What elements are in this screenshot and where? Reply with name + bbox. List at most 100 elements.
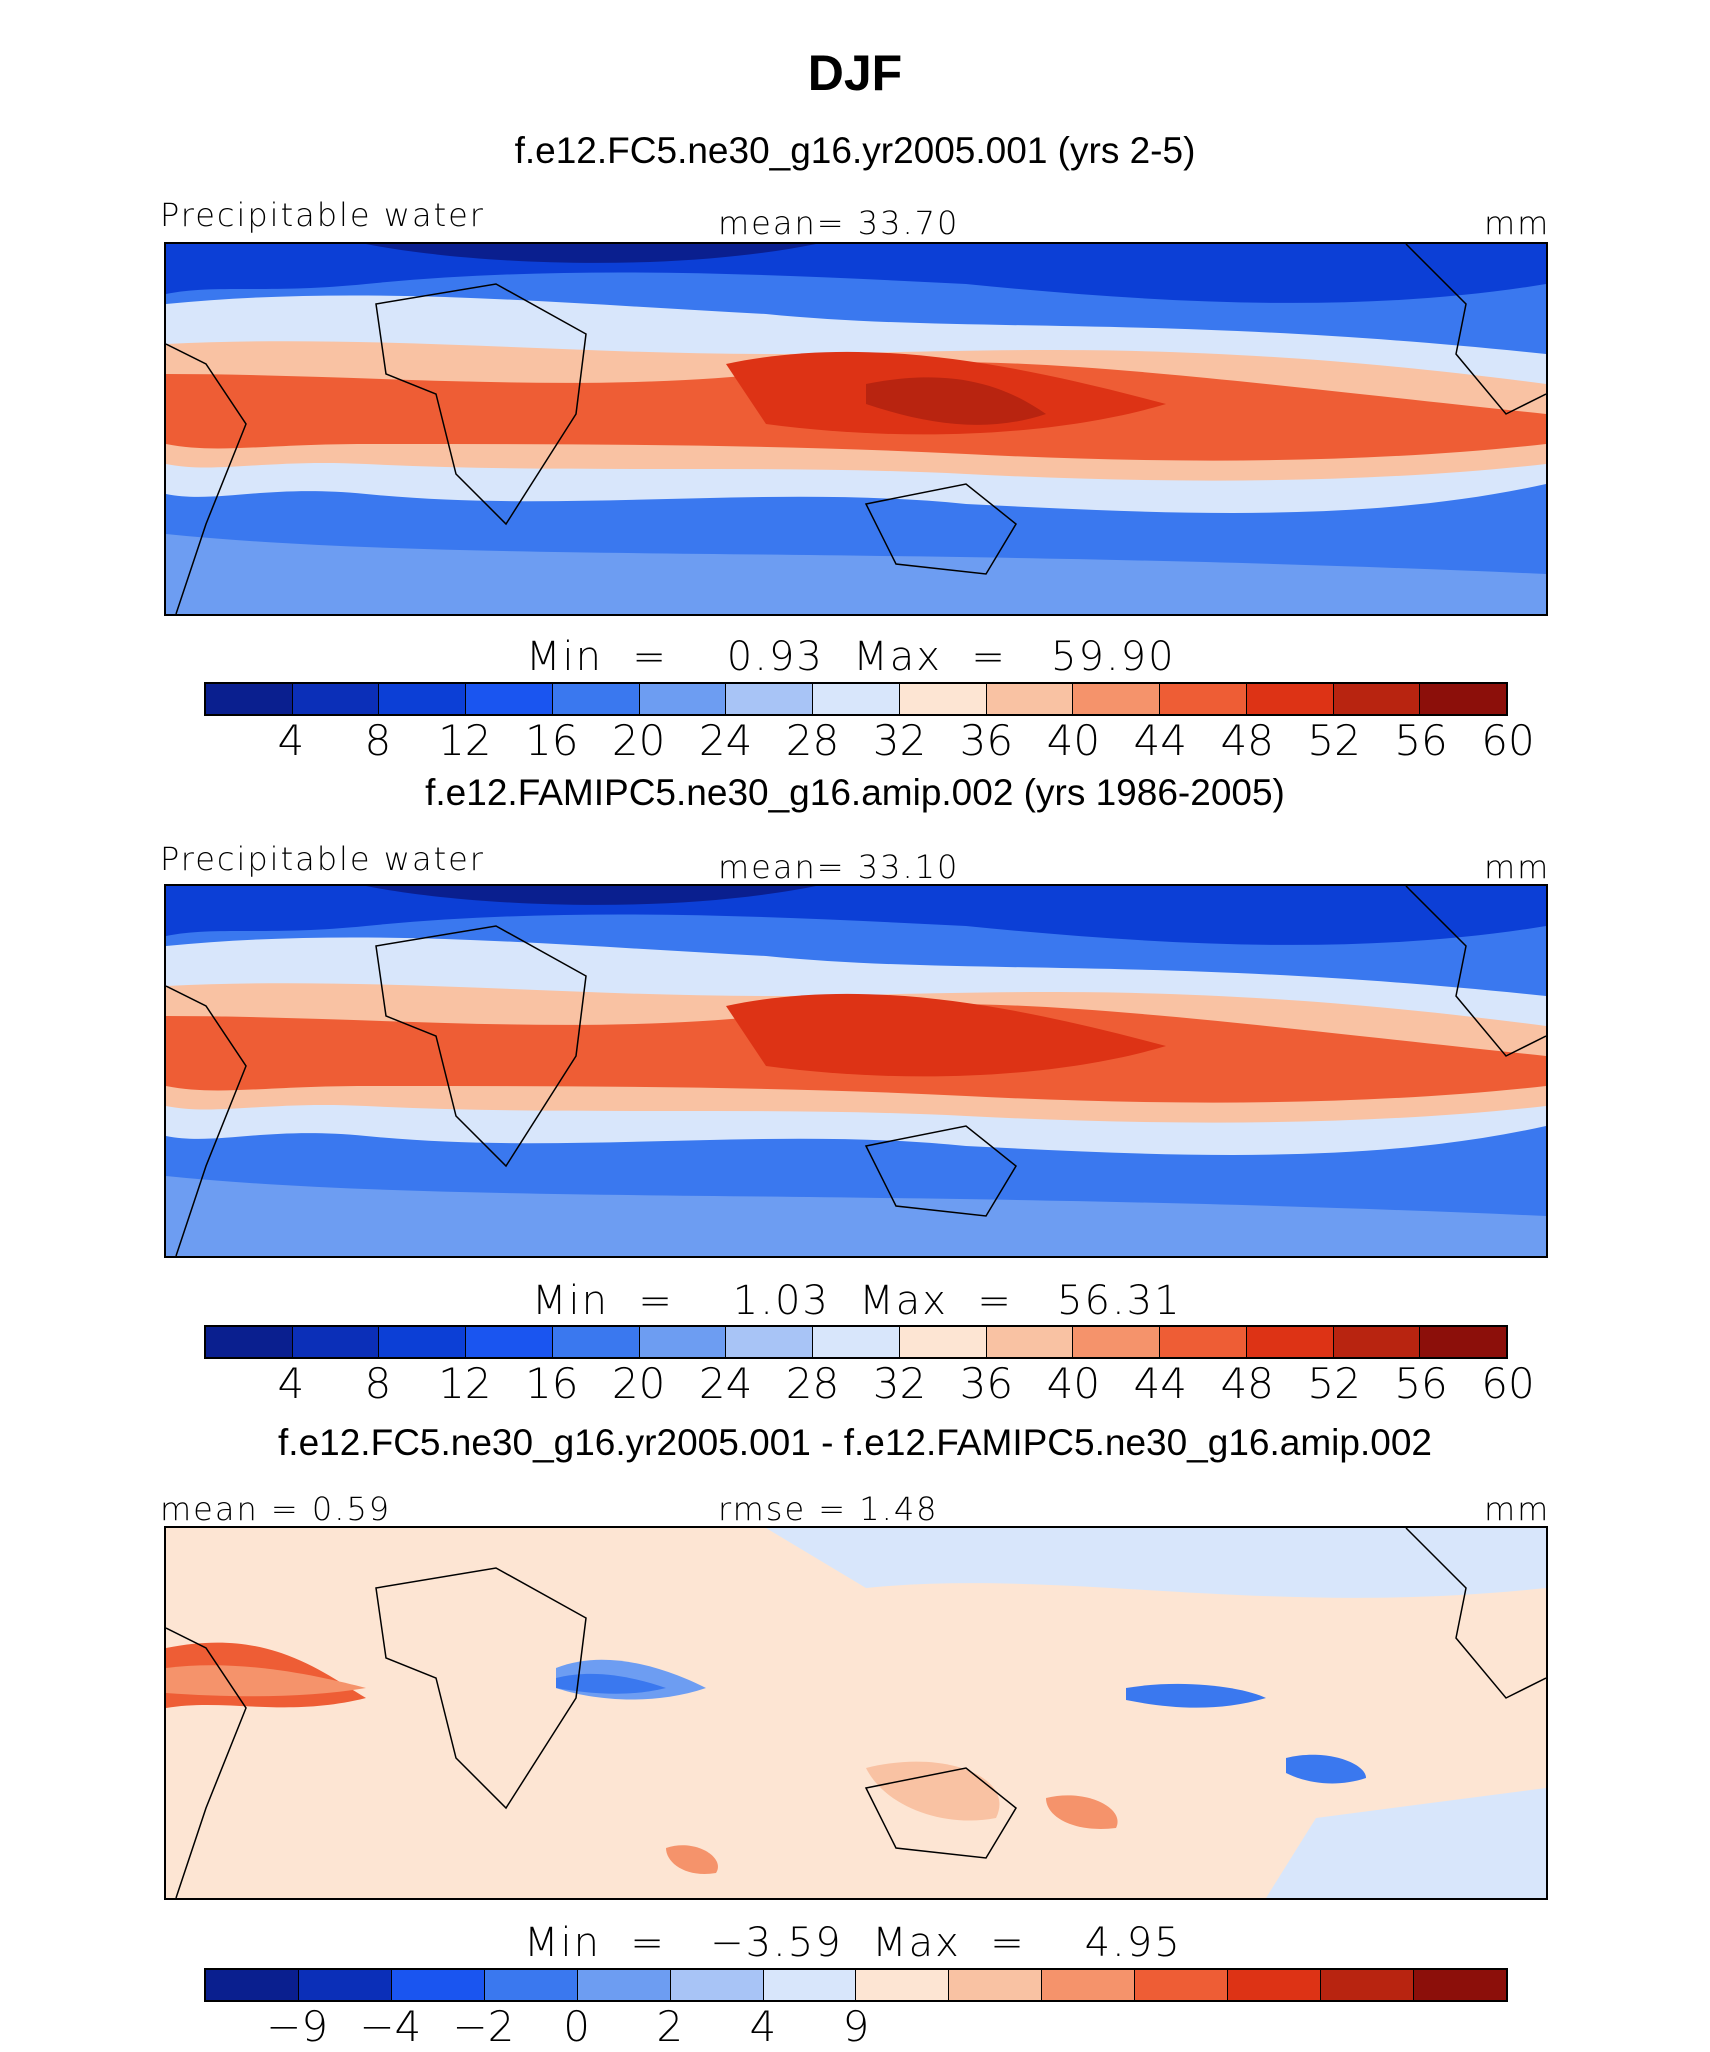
- colorbar-tick-label: 60: [1481, 1359, 1535, 1408]
- colorbar-segment: [1135, 1970, 1229, 2000]
- panel-2-mean-label: mean= 33.10: [718, 848, 960, 886]
- colorbar-segment: [206, 1970, 299, 2000]
- colorbar-tick-label: 12: [438, 716, 492, 765]
- colorbar-tick-label: 20: [611, 716, 666, 765]
- colorbar-tick-label: 16: [524, 716, 579, 765]
- colorbar-tick-label: 52: [1307, 1359, 1361, 1408]
- colorbar-segment: [552, 684, 640, 714]
- colorbar-segment: [1333, 1327, 1421, 1357]
- colorbar-segment: [292, 684, 380, 714]
- colorbar-segment: [726, 684, 814, 714]
- colorbar-tick-label: 56: [1394, 716, 1448, 765]
- colorbar-tick-label: 40: [1046, 1359, 1101, 1408]
- colorbar-tick-label: 16: [524, 1359, 579, 1408]
- colorbar-tick-label: −9: [266, 2002, 329, 2051]
- colorbar-segment: [1246, 1327, 1334, 1357]
- panel-2-colorbar-ticks: 4 8 12 16 20 24 28 32 36 40 44 48 52 56 60: [204, 1359, 1535, 1409]
- colorbar-tick-label: 4: [749, 2002, 777, 2051]
- colorbar-tick-label: 36: [959, 716, 1014, 765]
- panel-2-map: [164, 884, 1548, 1258]
- colorbar-tick-label: 48: [1220, 716, 1274, 765]
- panel-1-colorbar-ticks: 4 8 12 16 20 24 28 32 36 40 44 48 52 56 60: [204, 716, 1535, 766]
- colorbar-segment: [899, 684, 987, 714]
- colorbar-segment: [899, 1327, 987, 1357]
- colorbar-tick-label: 56: [1394, 1359, 1448, 1408]
- colorbar-segment: [206, 684, 293, 714]
- panel-3-colorbar: [204, 1968, 1508, 2002]
- panel-1-left-label: Precipitable water: [160, 196, 485, 234]
- colorbar-segment: [1228, 1970, 1322, 2000]
- colorbar-tick-label: −4: [359, 2002, 422, 2051]
- panel-1-minmax: Min = 0.93 Max = 59.90: [526, 634, 1176, 680]
- panel-3-units-label: mm: [1484, 1490, 1551, 1528]
- figure-title: DJF: [807, 45, 903, 101]
- colorbar-segment: [577, 1970, 671, 2000]
- colorbar-segment: [391, 1970, 485, 2000]
- panel-3-mean-label: mean = 0.59: [160, 1490, 392, 1528]
- colorbar-tick-label: 24: [698, 716, 753, 765]
- panel-3-map: [164, 1526, 1548, 1900]
- colorbar-tick-label: 4: [277, 1359, 305, 1408]
- colorbar-segment: [986, 684, 1074, 714]
- colorbar-segment: [1073, 1327, 1161, 1357]
- colorbar-tick-label: 44: [1133, 1359, 1187, 1408]
- colorbar-segment: [1333, 684, 1421, 714]
- colorbar-tick-label: 32: [872, 716, 927, 765]
- panel-3-map-graphic: [166, 1528, 1546, 1898]
- colorbar-tick-label: 52: [1307, 716, 1361, 765]
- panel-2-minmax: Min = 1.03 Max = 56.31: [532, 1278, 1182, 1324]
- colorbar-tick-label: 48: [1220, 1359, 1274, 1408]
- panel-2-colorbar: [204, 1325, 1508, 1359]
- panel-1-subtitle: f.e12.FC5.ne30_g16.yr2005.001 (yrs 2-5): [514, 130, 1196, 171]
- colorbar-segment: [1073, 684, 1161, 714]
- panel-1-units-label: mm: [1484, 204, 1551, 242]
- colorbar-segment: [1420, 1327, 1507, 1357]
- colorbar-segment: [1413, 1970, 1506, 2000]
- colorbar-segment: [1420, 684, 1507, 714]
- colorbar-segment: [298, 1970, 392, 2000]
- panel-3-rmse-label: rmse = 1.48: [718, 1490, 939, 1528]
- colorbar-segment: [813, 684, 900, 714]
- colorbar-tick-label: 44: [1133, 716, 1187, 765]
- colorbar-tick-label: 8: [364, 1359, 392, 1408]
- colorbar-segment: [206, 1327, 293, 1357]
- colorbar-segment: [1160, 1327, 1247, 1357]
- colorbar-tick-label: 36: [959, 1359, 1014, 1408]
- colorbar-segment: [484, 1970, 578, 2000]
- colorbar-segment: [379, 684, 467, 714]
- colorbar-tick-label: 20: [611, 1359, 666, 1408]
- panel-3-minmax: Min = −3.59 Max = 4.95: [524, 1920, 1182, 1966]
- colorbar-tick-label: 28: [785, 716, 840, 765]
- panel-3-colorbar-ticks: −9 −4 −2 0 2 4 9: [204, 2002, 1508, 2052]
- colorbar-segment: [466, 684, 553, 714]
- colorbar-segment: [379, 1327, 467, 1357]
- panel-2-map-graphic: [166, 886, 1546, 1256]
- colorbar-tick-label: 8: [364, 716, 392, 765]
- colorbar-segment: [1042, 1970, 1136, 2000]
- colorbar-tick-label: 40: [1046, 716, 1101, 765]
- panel-1-mean-label: mean= 33.70: [718, 204, 960, 242]
- colorbar-tick-label: 4: [277, 716, 305, 765]
- colorbar-segment: [813, 1327, 900, 1357]
- colorbar-tick-label: 12: [438, 1359, 492, 1408]
- colorbar-tick-label: 32: [872, 1359, 927, 1408]
- colorbar-segment: [292, 1327, 380, 1357]
- panel-1-colorbar: [204, 682, 1508, 716]
- colorbar-segment: [763, 1970, 857, 2000]
- colorbar-tick-label: 60: [1481, 716, 1535, 765]
- colorbar-tick-label: 9: [842, 2002, 870, 2051]
- colorbar-tick-label: 24: [698, 1359, 753, 1408]
- panel-1-map-graphic: [166, 244, 1546, 614]
- colorbar-segment: [639, 1327, 727, 1357]
- colorbar-segment: [856, 1970, 950, 2000]
- panel-2-subtitle: f.e12.FAMIPC5.ne30_g16.amip.002 (yrs 198…: [425, 772, 1285, 813]
- colorbar-segment: [552, 1327, 640, 1357]
- colorbar-segment: [1321, 1970, 1414, 2000]
- colorbar-segment: [466, 1327, 553, 1357]
- colorbar-tick-label: 0: [563, 2002, 590, 2051]
- colorbar-segment: [670, 1970, 764, 2000]
- panel-2-left-label: Precipitable water: [160, 840, 485, 878]
- panel-2-units-label: mm: [1484, 848, 1551, 886]
- panel-3-subtitle: f.e12.FC5.ne30_g16.yr2005.001 - f.e12.FA…: [278, 1422, 1432, 1463]
- colorbar-segment: [639, 684, 727, 714]
